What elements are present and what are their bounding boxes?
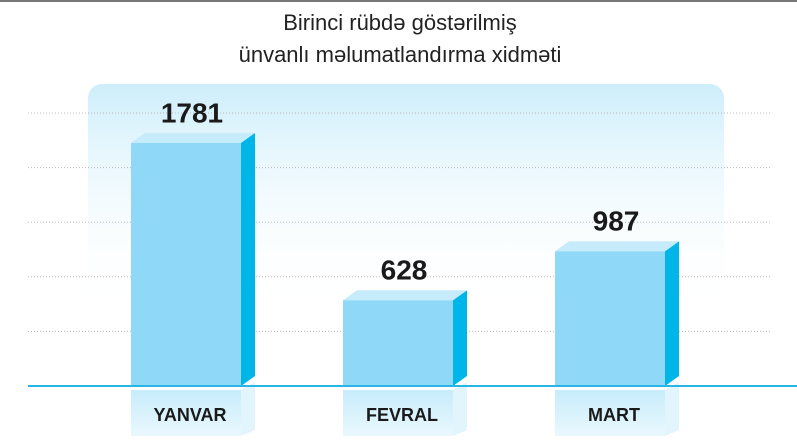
category-box [555,390,665,436]
value-label: 628 [381,255,428,286]
category-box-side [241,382,255,436]
category-box-side [453,382,467,436]
bar-top [555,241,679,252]
x-tick-label: MART [588,405,640,425]
bar-side [453,290,467,386]
bar-front [343,300,453,386]
bar [343,290,467,386]
bar-side [665,241,679,386]
value-label: 1781 [161,97,223,128]
bar [555,241,679,386]
bar-top [343,290,467,301]
x-tick-label: YANVAR [153,405,226,425]
x-tick-label: FEVRAL [366,405,438,425]
bar-front [131,142,241,386]
chart-title: Birinci rübdə göstərilmiş [283,10,517,35]
bar-front [555,251,665,386]
bar [131,132,255,386]
chart-title: ünvanlı məlumatlandırma xidməti [239,42,562,67]
bar-top [131,132,255,143]
category-box-side [665,382,679,436]
bar-side [241,132,255,386]
category-box [343,390,453,436]
value-label: 987 [593,206,640,237]
category-box [131,390,241,436]
